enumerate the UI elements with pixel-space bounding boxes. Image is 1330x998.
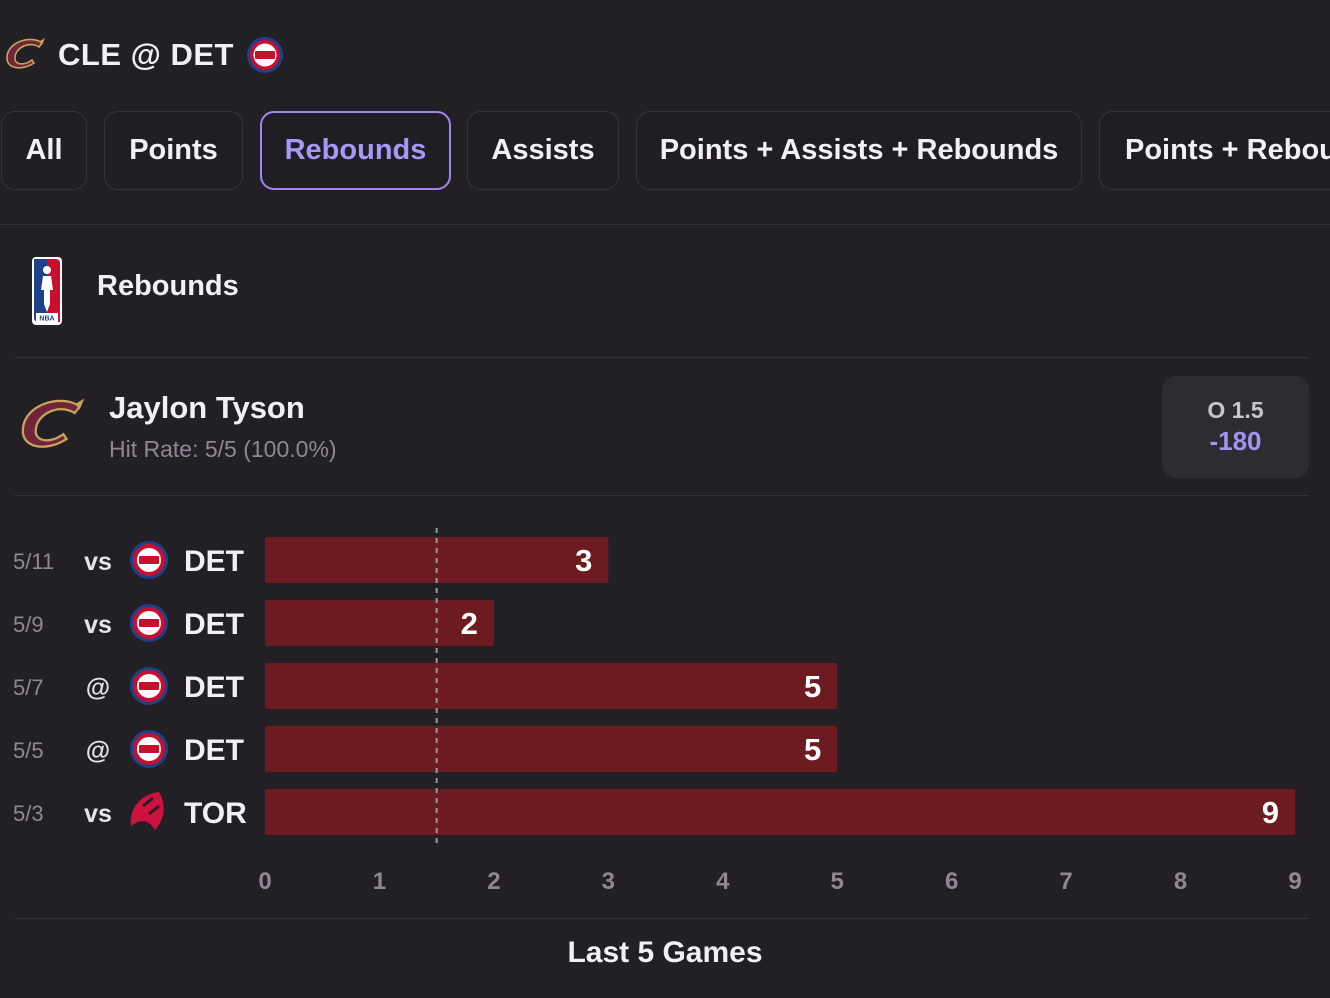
odds-line: O 1.5 — [1207, 397, 1264, 423]
game-location: @ — [86, 737, 110, 765]
x-tick-label: 9 — [1288, 868, 1301, 895]
x-tick-label: 2 — [487, 868, 500, 895]
game-date: 5/9 — [13, 612, 44, 637]
section-title: Rebounds — [97, 270, 239, 302]
game-date: 5/3 — [13, 801, 44, 826]
nba-logo-icon: NBA — [32, 257, 62, 325]
x-tick-label: 6 — [945, 868, 958, 895]
tab-points-assists-rebounds[interactable]: Points + Assists + Rebounds — [636, 111, 1082, 190]
pistons-logo-icon — [246, 37, 283, 73]
bar-value-label: 5 — [804, 669, 821, 704]
bar-5-5 — [265, 726, 838, 772]
cavaliers-logo-icon — [6, 38, 45, 69]
pistons-logo-icon — [130, 541, 168, 579]
bar-5-3 — [265, 789, 1295, 835]
odds-price: -180 — [1209, 426, 1262, 456]
chart-divider — [14, 918, 1309, 919]
opponent-abbr: DET — [184, 734, 244, 767]
odds-button[interactable]: O 1.5 -180 — [1162, 376, 1309, 478]
bar-value-label: 2 — [461, 606, 478, 641]
bar-5-9 — [265, 600, 494, 646]
x-tick-label: 1 — [373, 868, 386, 895]
matchup-title: CLE @ DET — [58, 37, 234, 72]
rebounds-chart: 3 5/11 vs DET 2 5/9 vs DET 5 5/7 @ DET 5 5/5 @ DET 9 5/3 v… — [13, 528, 1302, 895]
x-tick-label: 7 — [1059, 868, 1072, 895]
bar-value-label: 3 — [575, 543, 592, 578]
opponent-abbr: DET — [184, 608, 244, 641]
chart-xlabel: Last 5 Games — [567, 936, 763, 969]
svg-text:NBA: NBA — [39, 316, 54, 323]
player-name: Jaylon Tyson — [109, 390, 305, 425]
section-divider — [14, 357, 1309, 358]
player-divider — [14, 495, 1309, 496]
pistons-logo-icon — [130, 730, 168, 768]
cavaliers-logo-icon — [21, 398, 85, 448]
tab-points-rebounds[interactable]: Points + Rebounds — [1099, 111, 1330, 190]
pistons-logo-icon — [130, 667, 168, 705]
x-tick-label: 3 — [602, 868, 615, 895]
game-header: CLE @ DET — [0, 28, 1330, 82]
game-location: vs — [84, 548, 112, 576]
x-tick-label: 4 — [716, 868, 730, 895]
game-location: vs — [84, 611, 112, 639]
prop-tabs: All Points Rebounds Assists Points + Ass… — [0, 111, 1330, 191]
x-tick-label: 0 — [258, 868, 271, 895]
bar-value-label: 5 — [804, 732, 821, 767]
bar-5-7 — [265, 663, 838, 709]
game-location: vs — [84, 800, 112, 828]
hit-rate: Hit Rate: 5/5 (100.0%) — [109, 436, 337, 462]
game-date: 5/11 — [13, 549, 54, 574]
game-date: 5/5 — [13, 738, 44, 763]
bar-value-label: 9 — [1262, 795, 1279, 830]
raptors-logo-icon — [130, 792, 164, 830]
x-tick-label: 5 — [831, 868, 844, 895]
tab-rebounds[interactable]: Rebounds — [260, 111, 451, 190]
game-date: 5/7 — [13, 675, 44, 700]
pistons-logo-icon — [130, 604, 168, 642]
tab-assists[interactable]: Assists — [467, 111, 619, 190]
tab-points[interactable]: Points — [104, 111, 243, 190]
game-location: @ — [86, 674, 110, 702]
opponent-abbr: DET — [184, 545, 244, 578]
opponent-abbr: DET — [184, 671, 244, 704]
tab-all[interactable]: All — [1, 111, 87, 190]
opponent-abbr: TOR — [184, 797, 247, 830]
x-tick-label: 8 — [1174, 868, 1187, 895]
tabs-divider — [0, 224, 1330, 225]
